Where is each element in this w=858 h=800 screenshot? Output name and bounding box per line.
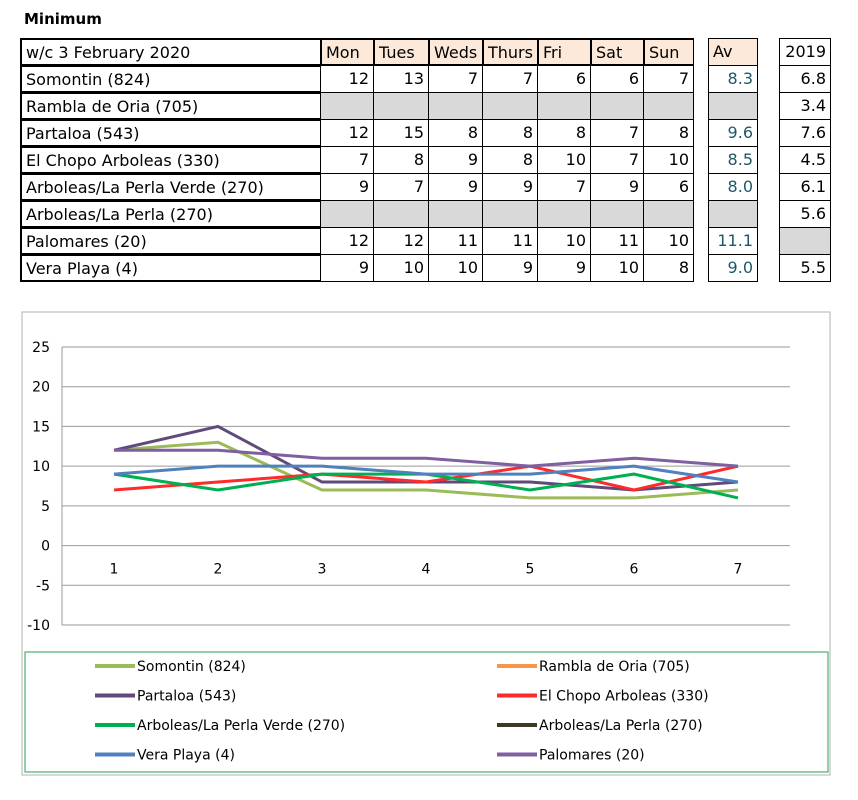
legend-label: Rambla de Oria (705) <box>539 659 690 675</box>
table-cell <box>779 227 831 255</box>
y-tick-label: 0 <box>41 539 50 555</box>
x-tick-label: 2 <box>214 562 223 578</box>
y-tick-label: -5 <box>36 578 50 594</box>
y-tick-label: 5 <box>41 499 50 515</box>
legend-label: Palomares (20) <box>539 748 645 764</box>
series-line <box>113 464 739 484</box>
y-tick-label: 15 <box>32 419 50 435</box>
legend-label: Vera Playa (4) <box>137 748 235 764</box>
y-tick-label: 20 <box>32 380 50 396</box>
table-cell: Tues <box>373 38 429 66</box>
y-tick-label: -10 <box>27 618 50 634</box>
y-tick-label: 25 <box>32 340 50 356</box>
x-tick-label: 4 <box>422 562 431 578</box>
title: Minimum <box>24 10 102 28</box>
table-cell <box>708 200 758 228</box>
legend-label: Partaloa (543) <box>137 689 236 705</box>
table-cell: 5.5 <box>779 254 831 282</box>
legend-label: El Chopo Arboleas (330) <box>539 689 709 705</box>
series-line <box>114 448 739 468</box>
legend-label: Arboleas/La Perla (270) <box>539 718 703 734</box>
x-tick-label: 5 <box>526 562 535 578</box>
legend-label: Arboleas/La Perla Verde (270) <box>137 718 345 734</box>
x-tick-label: 7 <box>734 562 743 578</box>
series-line <box>113 440 739 500</box>
table-cell <box>320 200 374 228</box>
table-cell: Sat <box>590 38 644 66</box>
table-cell <box>482 92 538 120</box>
table-cell: 9.0 <box>708 254 758 282</box>
table-cell: 8 <box>643 254 694 282</box>
y-tick-label: 10 <box>32 459 50 475</box>
x-tick-label: 6 <box>630 562 639 578</box>
table-cell <box>428 92 483 120</box>
table-cell <box>320 92 374 120</box>
chart-border <box>21 311 831 776</box>
table-cell <box>708 92 758 120</box>
x-tick-label: 1 <box>110 562 119 578</box>
legend-label: Somontin (824) <box>137 659 246 675</box>
legend-box <box>24 651 829 773</box>
x-tick-label: 3 <box>318 562 327 578</box>
series-line <box>113 464 739 492</box>
series-line <box>113 472 739 500</box>
